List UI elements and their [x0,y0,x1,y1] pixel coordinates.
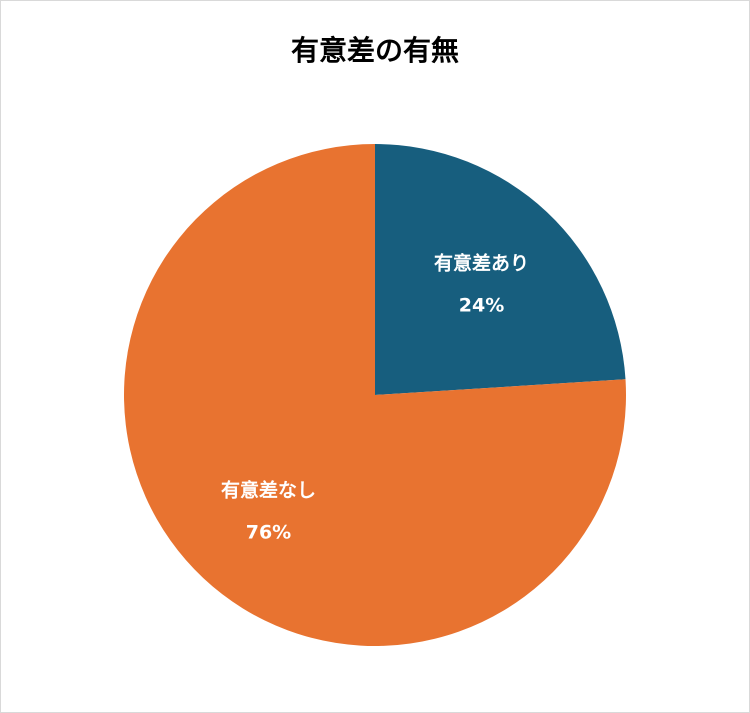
slice-label-0: 有意差あり [434,252,529,275]
slice-value-1: 76% [246,521,291,543]
slice-label-1: 有意差なし [221,478,316,501]
pie-slice-0 [375,144,626,395]
chart-title: 有意差の有無 [290,34,459,67]
slice-value-0: 24% [459,295,504,317]
pie-slice-1 [124,144,627,646]
